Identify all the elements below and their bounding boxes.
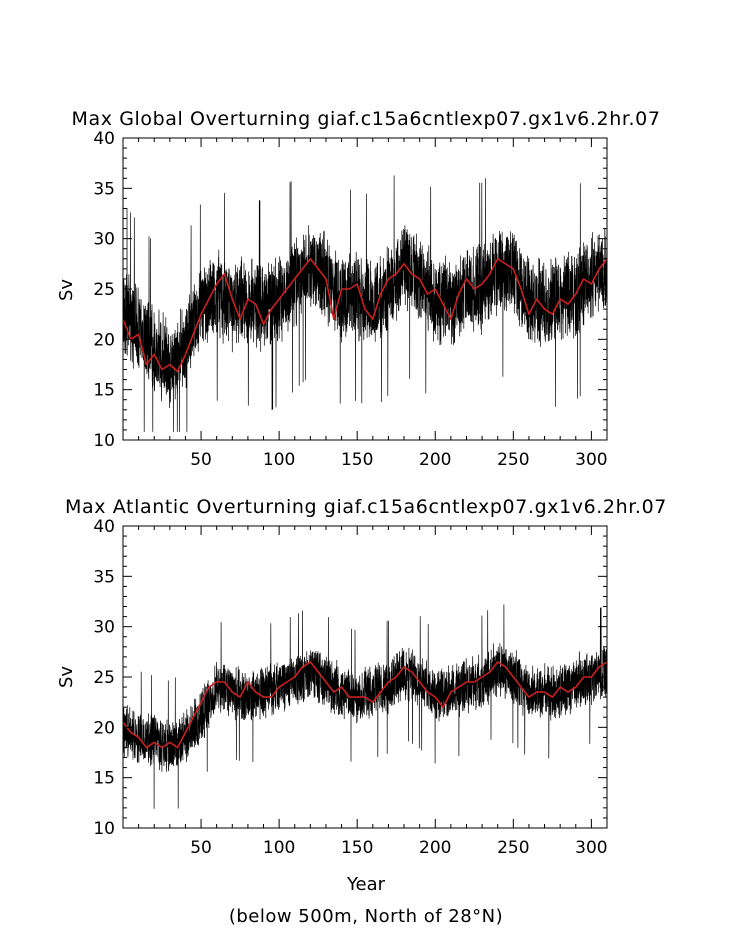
global-y-tick-label: 25 — [93, 280, 115, 300]
footnote: (below 500m, North of 28°N) — [229, 906, 503, 927]
global-running-mean-line — [123, 257, 607, 373]
global-x-tick-label: 250 — [497, 450, 529, 470]
global-y-axis-label: Sv — [56, 279, 77, 301]
global-x-tick-label: 50 — [190, 450, 212, 470]
global-y-tick-label: 40 — [93, 129, 115, 149]
atlantic-y-tick-label: 15 — [93, 769, 115, 789]
atlantic-y-axis-label: Sv — [56, 666, 77, 688]
atlantic-y-tick-label: 35 — [93, 567, 115, 587]
global-y-tick-label: 30 — [93, 230, 115, 250]
atlantic-overturning-panel: Max Atlantic Overturning giaf.c15a6cntle… — [56, 496, 667, 895]
global-y-tick-label: 15 — [93, 381, 115, 401]
atlantic-x-tick-label: 150 — [341, 838, 373, 858]
global-overturning-panel: Max Global Overturning giaf.c15a6cntlexp… — [56, 108, 660, 470]
global-monthly-series-line — [123, 175, 607, 432]
atlantic-x-tick-label: 50 — [190, 838, 212, 858]
atlantic-x-tick-label: 250 — [497, 838, 529, 858]
global-x-tick-label: 200 — [419, 450, 451, 470]
global-chart-title: Max Global Overturning giaf.c15a6cntlexp… — [71, 108, 660, 130]
atlantic-x-axis-label: Year — [346, 874, 386, 895]
atlantic-chart-title: Max Atlantic Overturning giaf.c15a6cntle… — [65, 496, 667, 518]
atlantic-y-tick-label: 30 — [93, 618, 115, 638]
atlantic-x-tick-label: 100 — [263, 838, 295, 858]
atlantic-y-tick-label: 25 — [93, 668, 115, 688]
global-x-tick-label: 100 — [263, 450, 295, 470]
atlantic-y-tick-label: 10 — [93, 819, 115, 839]
global-y-tick-label: 20 — [93, 330, 115, 350]
global-x-tick-label: 150 — [341, 450, 373, 470]
atlantic-y-tick-label: 20 — [93, 718, 115, 738]
atlantic-x-tick-label: 200 — [419, 838, 451, 858]
atlantic-x-tick-label: 300 — [575, 838, 607, 858]
atlantic-running-mean-line — [123, 661, 607, 749]
global-y-tick-label: 10 — [93, 431, 115, 451]
atlantic-y-tick-label: 40 — [93, 517, 115, 537]
global-y-tick-label: 35 — [93, 179, 115, 199]
global-x-tick-label: 300 — [575, 450, 607, 470]
atlantic-monthly-series-line — [123, 604, 607, 809]
